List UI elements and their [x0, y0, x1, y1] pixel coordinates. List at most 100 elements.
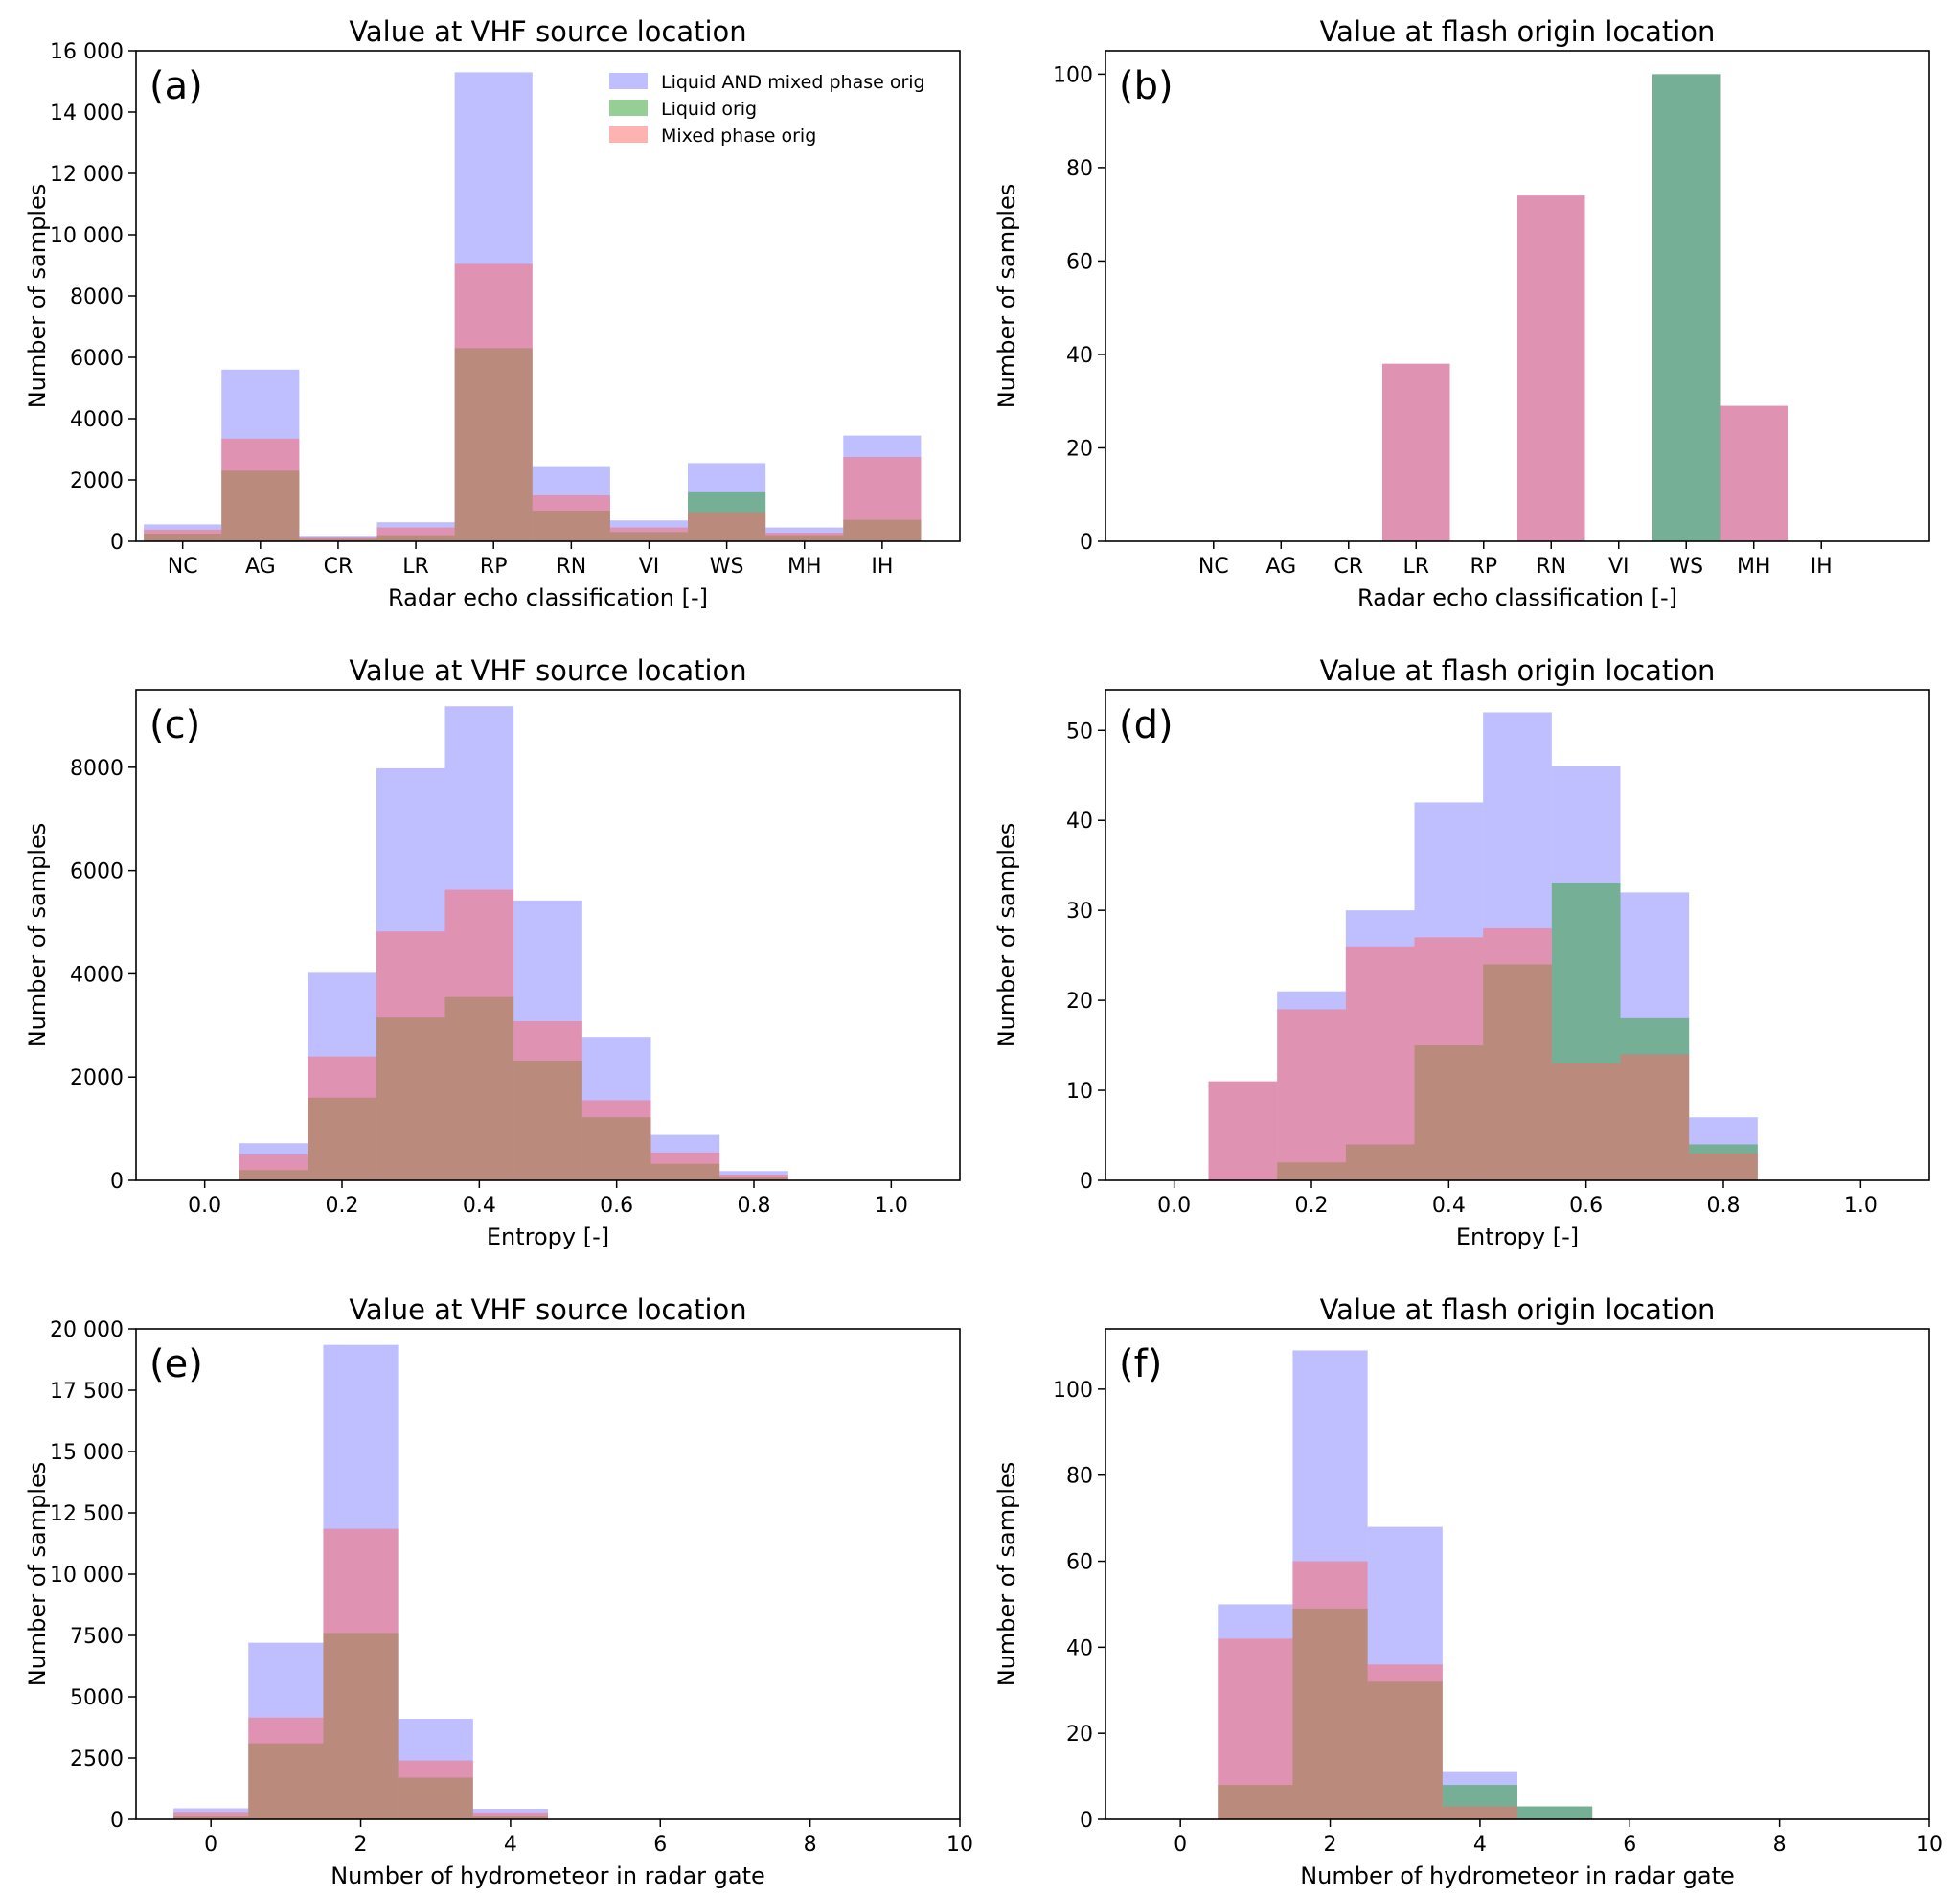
x-tick-label: NC	[168, 555, 198, 579]
bar	[398, 1760, 473, 1819]
bar	[532, 495, 610, 541]
plot-frame	[1105, 50, 1930, 542]
bar	[173, 1812, 249, 1819]
x-tick-label: 1.0	[1844, 1194, 1878, 1218]
bar	[650, 1152, 720, 1180]
bar	[248, 1717, 324, 1819]
x-tick-label: 0.2	[326, 1194, 359, 1218]
panel-label: (b)	[1119, 64, 1174, 108]
legend-swatch	[609, 73, 648, 89]
panel-f: 0 20 40 60 80 100 0 2 4 6 8 10 Value at flash origin…	[993, 1293, 1943, 1889]
y-tick-label: 6000	[70, 860, 124, 884]
bar	[144, 529, 222, 541]
panel-label: (d)	[1119, 703, 1174, 747]
x-tick-label: 4	[504, 1833, 517, 1857]
y-tick-label: 20	[1066, 1723, 1093, 1747]
series-mixed	[239, 889, 788, 1180]
bar	[609, 527, 689, 541]
y-tick-label: 20	[1066, 437, 1093, 461]
bar	[454, 263, 533, 541]
y-tick-label: 15 000	[50, 1441, 124, 1465]
y-tick-label: 0	[1080, 1809, 1093, 1833]
series-mixed	[1218, 1561, 1517, 1819]
y-tick-label: 80	[1066, 1465, 1093, 1489]
x-tick-label: 0.2	[1295, 1194, 1329, 1218]
legend-swatch	[609, 100, 648, 116]
bar	[221, 438, 300, 541]
panel-label: (c)	[149, 703, 200, 747]
x-tick-label: 10	[1916, 1833, 1943, 1857]
panel-label: (f)	[1119, 1342, 1162, 1386]
bar	[299, 537, 377, 541]
x-tick-label: 6	[653, 1833, 667, 1857]
y-tick-label: 5000	[70, 1686, 124, 1710]
y-tick-label: 0	[110, 1170, 124, 1194]
x-tick-label: 1.0	[875, 1194, 908, 1218]
x-tick-label: 0.0	[188, 1194, 221, 1218]
x-tick-label: CR	[1333, 555, 1363, 579]
x-tick-label: CR	[324, 555, 353, 579]
x-tick-label: RP	[1470, 555, 1497, 579]
bar	[1277, 1009, 1346, 1180]
x-tick-label: 10	[946, 1833, 973, 1857]
x-tick-label: LR	[402, 555, 429, 579]
x-tick-label: 0.4	[1432, 1194, 1466, 1218]
x-tick-label: 0.4	[463, 1194, 496, 1218]
y-tick-label: 100	[1053, 63, 1093, 87]
bar	[513, 1021, 582, 1180]
y-tick-label: 8000	[70, 286, 124, 309]
y-tick-label: 6000	[70, 347, 124, 371]
y-tick-label: 30	[1066, 900, 1093, 924]
series-mixed	[173, 1528, 548, 1819]
bar	[1442, 1806, 1517, 1819]
bar	[472, 1812, 548, 1819]
bar	[1345, 946, 1415, 1180]
chart-title: Value at flash origin location	[1320, 654, 1716, 687]
y-tick-label: 12 500	[50, 1502, 124, 1526]
x-tick-label: WS	[1669, 555, 1703, 579]
y-tick-label: 2500	[70, 1748, 124, 1771]
x-tick-label: RP	[480, 555, 508, 579]
series-mixed	[1208, 927, 1758, 1180]
bar	[843, 457, 922, 541]
panel-label: (e)	[149, 1342, 203, 1386]
x-tick-label: AG	[1265, 555, 1296, 579]
legend: Liquid AND mixed phase orig Liquid orig Mi…	[609, 72, 925, 147]
y-tick-label: 10 000	[50, 224, 124, 248]
x-tick-label: MH	[1737, 555, 1771, 579]
legend-label: Liquid AND mixed phase orig	[661, 72, 925, 93]
y-tick-label: 7500	[70, 1625, 124, 1649]
x-tick-label: IH	[1811, 555, 1833, 579]
bar	[376, 931, 445, 1180]
bar	[1517, 1806, 1593, 1819]
bar	[1414, 937, 1484, 1180]
y-tick-label: 10 000	[50, 1564, 124, 1588]
y-tick-label: 0	[1080, 531, 1093, 555]
y-tick-label: 14 000	[50, 102, 124, 126]
y-axis-label: Number of samples	[993, 823, 1020, 1048]
legend-label: Liquid orig	[661, 99, 757, 120]
y-tick-label: 8000	[70, 757, 124, 781]
panel-c: 0 2000 4000 6000 8000 0.0 0.2 0.4 0.6 0.8 1.0 Value…	[24, 654, 961, 1250]
series-liquid	[1652, 74, 1721, 541]
legend-swatch	[609, 126, 648, 143]
panel-b: 0 20 40 60 80 100 NC AG CR LR RP RN VI WS MH IH Value at…	[993, 15, 1930, 611]
y-tick-label: 40	[1066, 1636, 1093, 1660]
x-tick-label: 0.0	[1157, 1194, 1191, 1218]
x-tick-label: 0.6	[600, 1194, 633, 1218]
legend-label: Mixed phase orig	[661, 126, 816, 147]
x-axis-label: Radar echo classification [-]	[388, 584, 708, 611]
bar	[1382, 363, 1450, 541]
y-tick-label: 12 000	[50, 163, 124, 187]
y-tick-label: 60	[1066, 250, 1093, 274]
bar	[581, 1100, 651, 1180]
plot-frame	[1105, 1328, 1930, 1820]
y-tick-label: 10	[1066, 1080, 1093, 1104]
x-tick-label: 8	[1773, 1833, 1787, 1857]
x-tick-label: VI	[1608, 555, 1630, 579]
y-tick-label: 20	[1066, 990, 1093, 1014]
x-axis-label: Entropy [-]	[1456, 1223, 1579, 1250]
x-axis-label: Number of hydrometeor in radar gate	[330, 1863, 765, 1889]
bar	[765, 533, 844, 541]
